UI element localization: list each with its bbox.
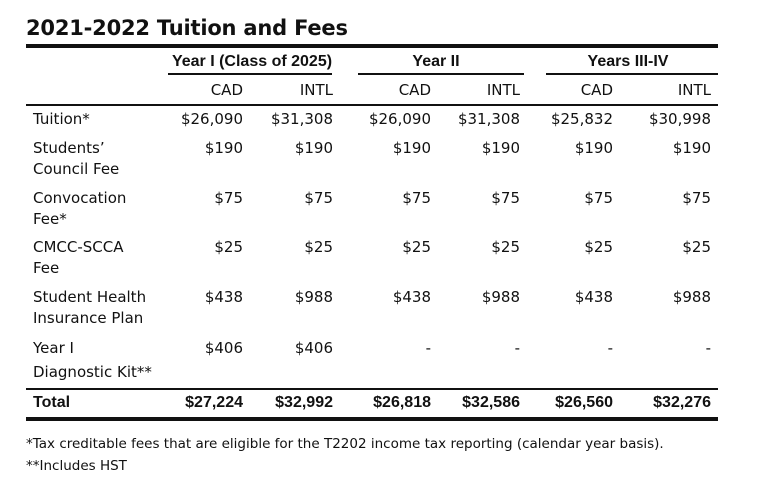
total-cell: $27,224 — [185, 394, 243, 411]
table-cell: $75 — [491, 189, 520, 207]
row-label: Fee* — [33, 210, 67, 228]
table-cell: $190 — [294, 139, 333, 157]
row-label: Tuition* — [33, 110, 90, 128]
column-header-4: CAD — [580, 81, 613, 99]
table-cell: $25 — [682, 238, 711, 256]
group-header-year-1: Year I (Class of 2025) — [171, 53, 333, 70]
table-cell: $988 — [481, 288, 520, 306]
table-cell: - — [705, 339, 711, 357]
table-cell: $26,090 — [180, 110, 243, 128]
table-cell: $30,998 — [648, 110, 711, 128]
table-cell: - — [425, 339, 431, 357]
table-cell: $438 — [574, 288, 613, 306]
table-cell: $26,090 — [368, 110, 431, 128]
row-label: CMCC-SCCA — [33, 238, 124, 256]
column-header-0: CAD — [210, 81, 243, 99]
table-cell: $31,308 — [457, 110, 520, 128]
table-cell: $988 — [672, 288, 711, 306]
table-cell: $25 — [402, 238, 431, 256]
table-cell: $438 — [204, 288, 243, 306]
total-label: Total — [33, 394, 71, 411]
footnote-tax: *Tax creditable fees that are eligible f… — [26, 436, 664, 452]
table-cell: $25 — [214, 238, 243, 256]
table-cell: $25 — [491, 238, 520, 256]
group-rule-year-1 — [168, 73, 332, 75]
row-label: Convocation — [33, 189, 127, 207]
table-cell: $75 — [402, 189, 431, 207]
total-cell: $32,276 — [653, 394, 711, 411]
table-cell: $75 — [304, 189, 333, 207]
footnote-hst: **Includes HST — [26, 458, 127, 474]
column-header-3: INTL — [486, 81, 520, 99]
table-bottom-rule — [26, 417, 718, 421]
column-header-5: INTL — [677, 81, 711, 99]
table-cell: $406 — [294, 339, 333, 357]
column-header-1: INTL — [299, 81, 333, 99]
table-cell: $190 — [204, 139, 243, 157]
row-label: Council Fee — [33, 160, 120, 178]
page-title: 2021-2022 Tuition and Fees — [26, 16, 348, 40]
table-cell: $75 — [682, 189, 711, 207]
table-cell: $25 — [304, 238, 333, 256]
table-cell: $75 — [584, 189, 613, 207]
table-cell: $190 — [481, 139, 520, 157]
group-header-years-3-4: Years III-IV — [587, 53, 669, 70]
group-rule-year-2 — [358, 73, 524, 75]
table-cell: $406 — [204, 339, 243, 357]
total-cell: $32,586 — [462, 394, 520, 411]
column-header-2: CAD — [398, 81, 431, 99]
row-label: Insurance Plan — [33, 309, 144, 327]
header-bottom-rule — [26, 104, 718, 106]
row-label: Students’ — [33, 139, 105, 157]
table-cell: $438 — [392, 288, 431, 306]
table-cell: - — [607, 339, 613, 357]
table-cell: $31,308 — [270, 110, 333, 128]
group-rule-years-3-4 — [546, 73, 718, 75]
table-cell: $190 — [672, 139, 711, 157]
table-cell: $25,832 — [550, 110, 613, 128]
table-cell: $75 — [214, 189, 243, 207]
total-cell: $26,560 — [555, 394, 613, 411]
table-cell: - — [514, 339, 520, 357]
table-cell: $190 — [574, 139, 613, 157]
table-cell: $190 — [392, 139, 431, 157]
row-label: Year I — [33, 339, 74, 357]
total-cell: $32,992 — [275, 394, 333, 411]
table-top-rule — [26, 44, 718, 48]
table-cell: $25 — [584, 238, 613, 256]
table-cell: $988 — [294, 288, 333, 306]
total-cell: $26,818 — [373, 394, 431, 411]
row-label: Student Health — [33, 288, 147, 306]
group-header-year-2: Year II — [412, 53, 460, 70]
total-top-rule — [26, 388, 718, 390]
row-label: Fee — [33, 259, 60, 277]
row-label: Diagnostic Kit** — [33, 363, 152, 381]
